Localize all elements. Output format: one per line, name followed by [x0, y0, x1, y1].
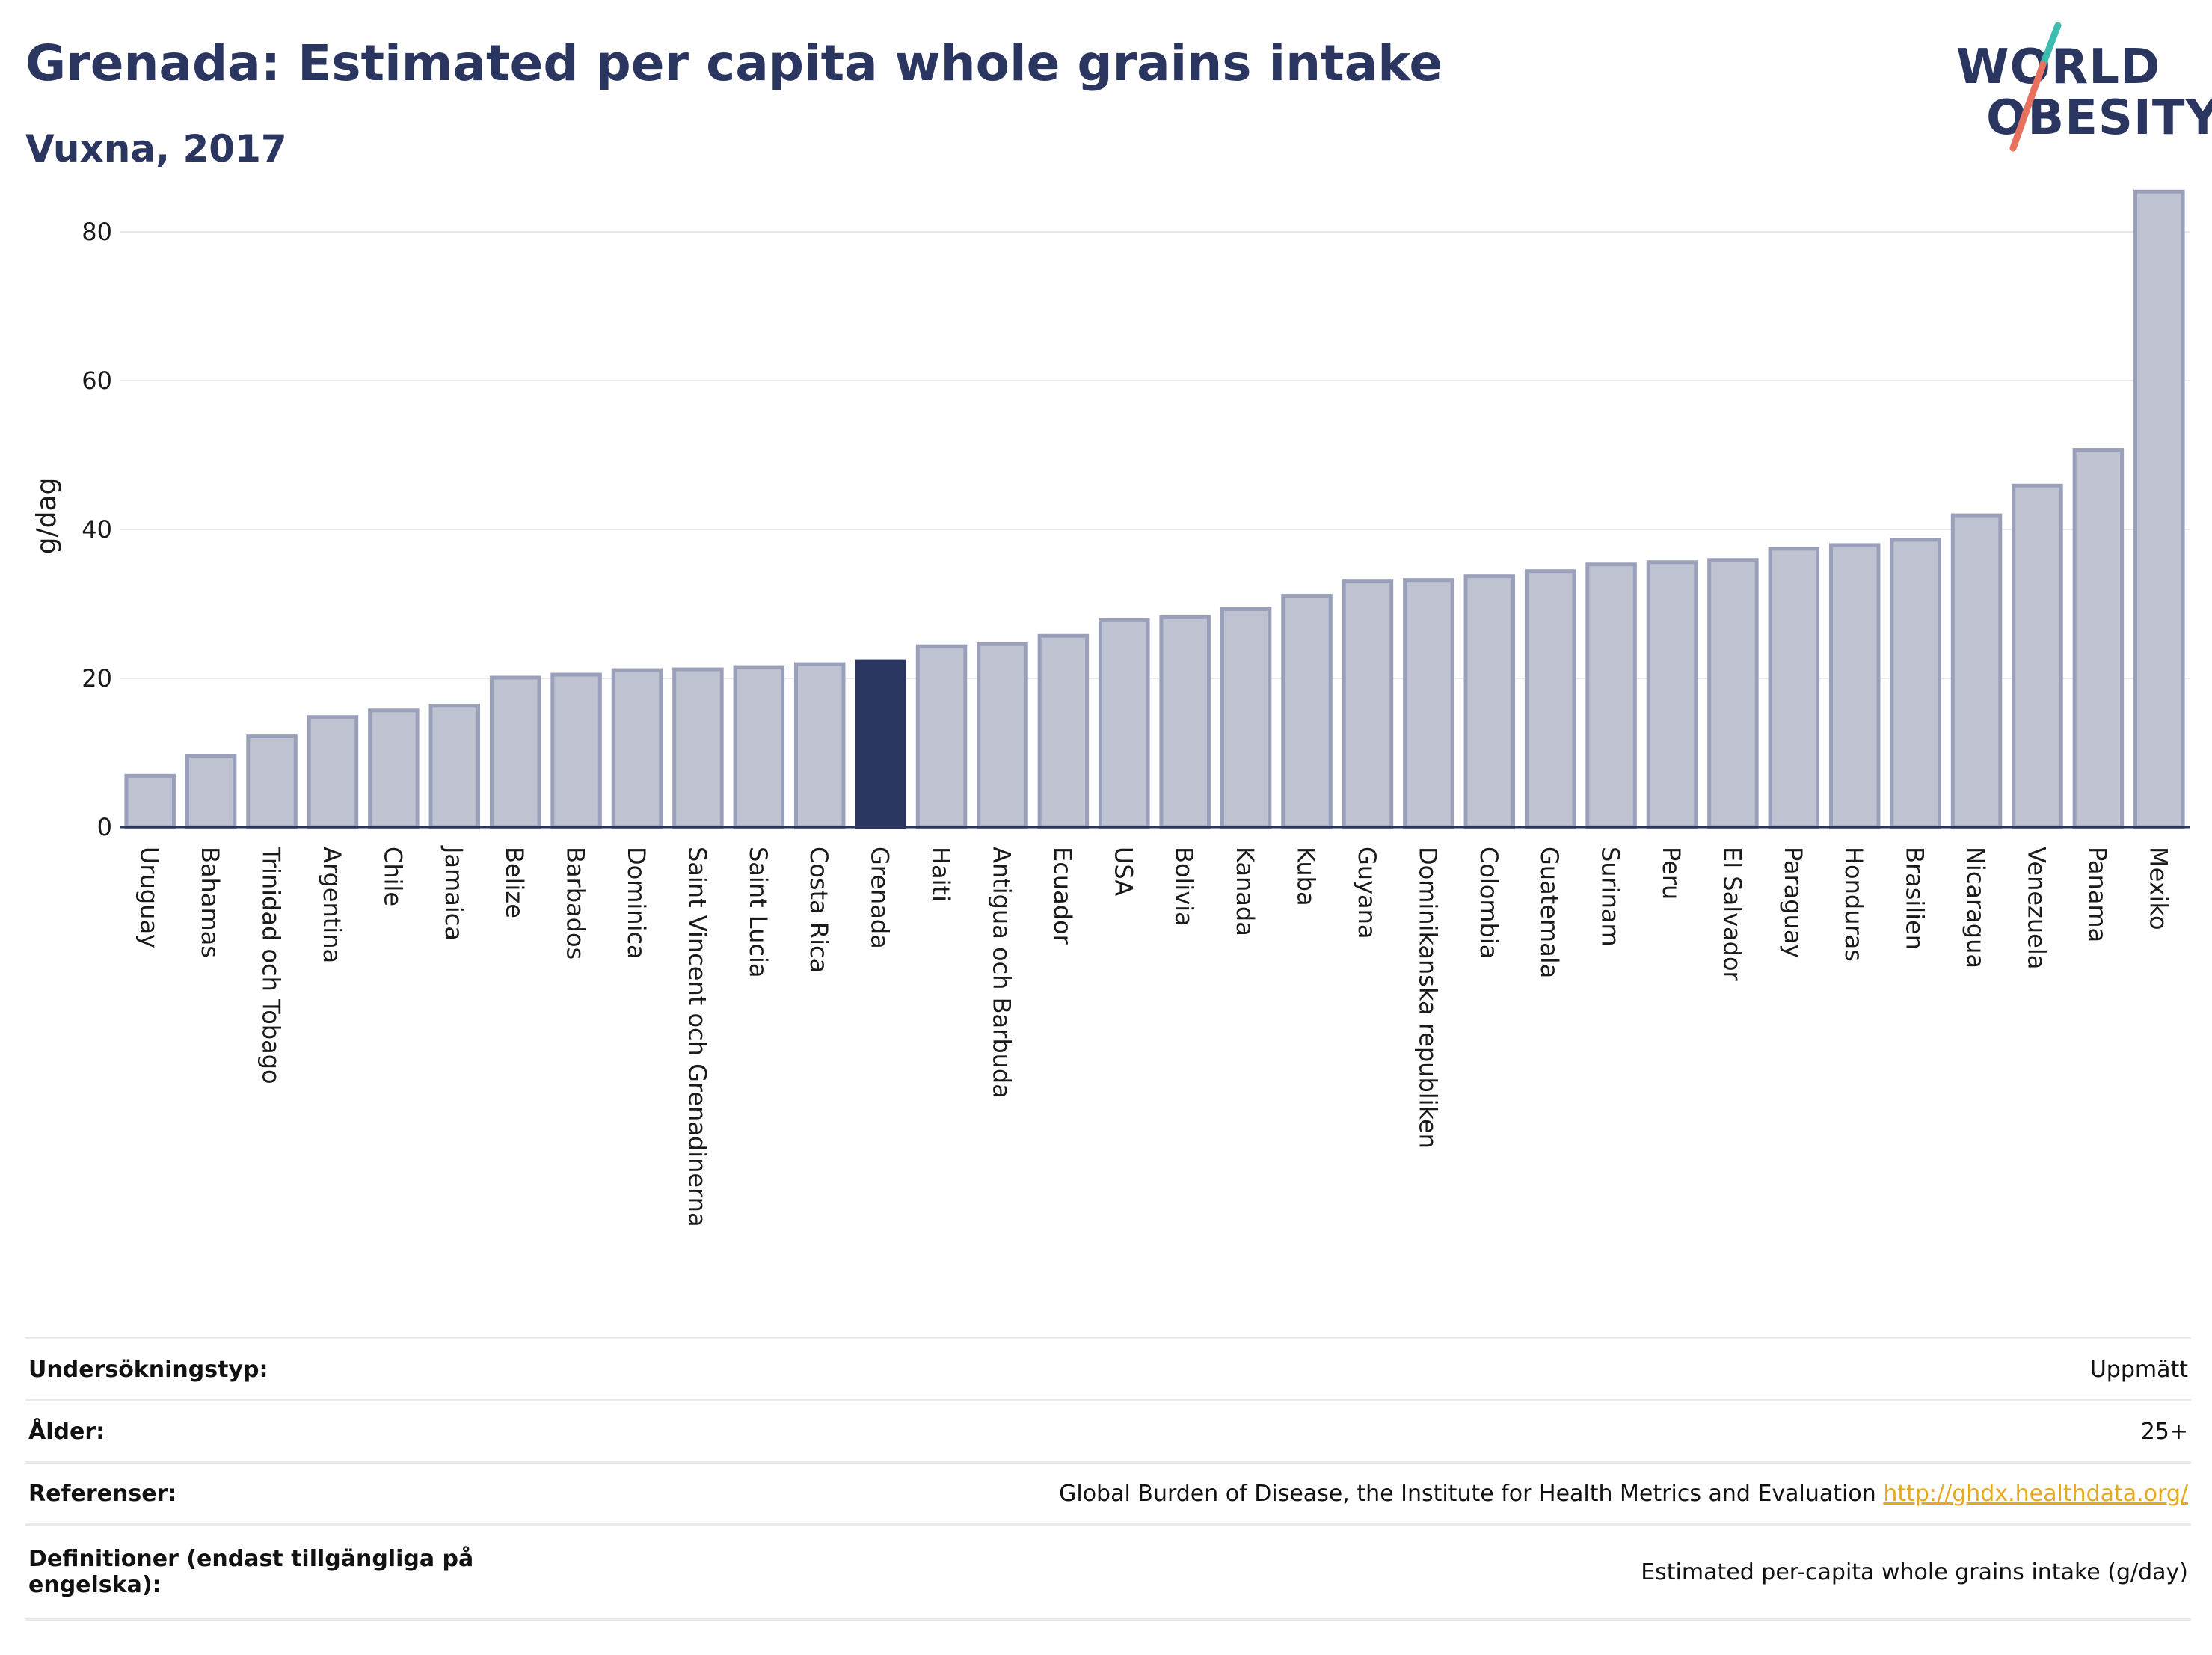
bar [1220, 607, 1272, 829]
world-obesity-logo: WORLD OBESITY [1944, 22, 2212, 157]
x-tick-label: Trinidad och Tobago [257, 846, 286, 1084]
y-tick-label: 40 [82, 515, 112, 544]
bar [1585, 562, 1637, 829]
reference-text: Global Burden of Disease, the Institute … [1059, 1480, 1876, 1507]
x-tick-label: Haiti [927, 847, 955, 902]
bar-highlighted [855, 659, 906, 829]
bar [2133, 189, 2185, 829]
logo-word-top: WORLD [1956, 40, 2161, 95]
x-tick-label: Dominica [622, 847, 651, 959]
bar [1768, 547, 1820, 829]
y-tick-label: 20 [82, 664, 112, 693]
bar [1403, 578, 1454, 829]
x-tick-label: Honduras [1840, 847, 1868, 962]
x-tick-label: El Salvador [1718, 847, 1746, 982]
bars [124, 189, 2185, 829]
category-labels: Uruguay Bahamas Trinidad och Tobago Argenti… [135, 845, 2173, 1227]
y-tick-label: 80 [82, 218, 112, 246]
x-tick-label: Costa Rica [805, 847, 833, 973]
bar [1828, 543, 1881, 829]
x-tick-label: Venezuela [2022, 847, 2050, 969]
info-key: Undersökningstyp: [25, 1337, 510, 1401]
bar [793, 662, 846, 829]
reference-link[interactable]: http://ghdx.healthdata.org/ [1883, 1480, 2188, 1507]
bar [2012, 483, 2063, 829]
bar [550, 672, 602, 829]
x-tick-label: Panama [2083, 847, 2112, 942]
x-tick-label: Chile [378, 847, 407, 906]
bar [915, 644, 968, 829]
bar [1037, 633, 1090, 829]
info-key: Ålder: [25, 1399, 510, 1463]
info-table: Undersökningstyp: Uppmätt Ålder: 25+ Ref… [25, 1337, 2191, 1621]
bar [1707, 558, 1759, 829]
bar [1646, 560, 1698, 829]
bar-chart: 0 20 40 60 80 g/dag Uruguay Bahamas Trinidad oc… [31, 189, 2190, 1227]
x-tick-label: Brasilien [1901, 847, 1929, 950]
bar [2072, 448, 2125, 829]
bar [124, 773, 176, 829]
chart-subtitle: Vuxna, 2017 [25, 127, 287, 171]
info-row-age: Ålder: 25+ [25, 1399, 2191, 1463]
info-key: Definitioner (endast tillgängliga på eng… [25, 1523, 510, 1621]
x-tick-label: Kanada [1231, 847, 1259, 936]
info-value: Uppmätt [510, 1337, 2191, 1401]
x-tick-label: Surinam [1597, 847, 1625, 947]
bar [611, 668, 663, 829]
x-tick-label: Barbados [562, 847, 590, 959]
x-tick-label: Ecuador [1048, 847, 1077, 945]
info-value-references: Global Burden of Disease, the Institute … [510, 1461, 2191, 1525]
x-tick-label: Mexiko [2144, 847, 2172, 930]
info-row-definitions: Definitioner (endast tillgängliga på eng… [25, 1523, 2191, 1621]
bar [733, 665, 785, 829]
x-tick-label: Kuba [1292, 847, 1321, 906]
x-tick-label: Nicaragua [1961, 847, 1990, 968]
bar [1099, 618, 1150, 829]
x-tick-label: Grenada [866, 847, 894, 949]
x-tick-label: Argentina [318, 847, 346, 963]
bar [246, 734, 298, 829]
x-tick-label: Uruguay [135, 847, 164, 948]
info-key: Referenser: [25, 1461, 510, 1525]
info-value: 25+ [510, 1399, 2191, 1463]
x-tick-label: Peru [1657, 847, 1686, 900]
info-row-survey-type: Undersökningstyp: Uppmätt [25, 1337, 2191, 1401]
x-tick-label: Bolivia [1170, 847, 1199, 927]
x-tick-label: Saint Lucia [744, 847, 772, 977]
x-tick-label: Dominikanska republiken [1413, 847, 1442, 1149]
y-axis-label: g/dag [31, 478, 62, 555]
x-tick-label: Guyana [1353, 847, 1381, 939]
bar [1524, 569, 1576, 829]
chart-title: Grenada: Estimated per capita whole grai… [25, 34, 1443, 92]
bar [489, 675, 541, 829]
axes: 0 20 40 60 80 g/dag [31, 218, 2190, 841]
bar [307, 715, 359, 829]
bar [672, 667, 724, 829]
bar [1890, 538, 1941, 829]
logo-slash-icon [2009, 22, 2062, 152]
x-tick-label: Belize [500, 847, 529, 918]
info-value: Estimated per-capita whole grains intake… [510, 1523, 2191, 1621]
x-tick-label: Jamaica [440, 845, 468, 941]
bar [977, 642, 1028, 829]
y-tick-label: 60 [82, 366, 112, 395]
x-tick-label: Colombia [1475, 847, 1503, 959]
bar [1342, 579, 1394, 829]
x-tick-label: Guatemala [1535, 847, 1564, 978]
bar [1950, 513, 2003, 829]
bar [368, 708, 420, 829]
x-tick-label: Saint Vincent och Grenadinerna [683, 847, 711, 1227]
y-tick-label: 0 [97, 813, 112, 841]
x-tick-label: USA [1109, 847, 1137, 896]
bar [1281, 594, 1333, 829]
bar [1463, 574, 1516, 829]
info-row-references: Referenser: Global Burden of Disease, th… [25, 1461, 2191, 1525]
bar [1159, 615, 1211, 829]
x-tick-label: Paraguay [1779, 847, 1807, 958]
bar [185, 753, 237, 829]
x-tick-label: Antigua och Barbuda [987, 847, 1016, 1099]
x-tick-label: Bahamas [196, 847, 224, 958]
bar [428, 704, 481, 829]
